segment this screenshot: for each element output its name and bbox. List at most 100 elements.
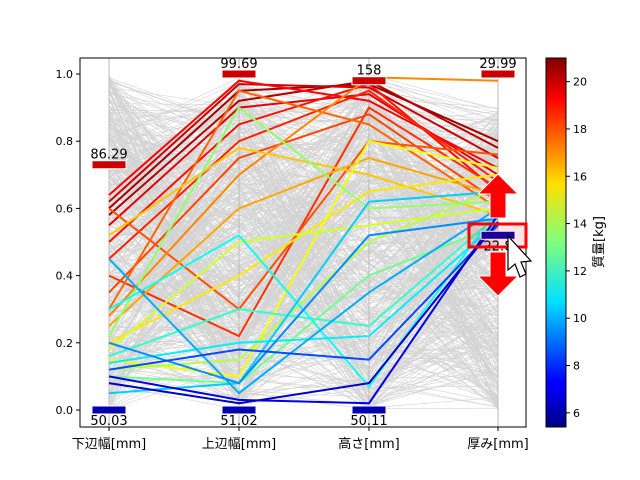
upper-filter-handle[interactable] [221,69,257,79]
lower-filter-handle[interactable] [351,405,387,415]
background-line [108,81,499,352]
colorbar-tick-label: 18 [573,123,587,136]
arrow-down-icon[interactable] [476,251,520,297]
data-line [108,221,499,364]
data-line [108,214,499,405]
background-line [108,255,499,396]
selected-handle-highlight [467,222,528,249]
background-line [108,77,499,327]
upper-filter-handle[interactable] [480,69,516,79]
colorbar-label: 質量[kg] [592,216,607,268]
background-line [108,95,499,377]
upper-filter-value: 29.99 [479,57,516,72]
background-line [108,99,499,383]
x-axis-label: 上辺幅[mm] [202,437,276,452]
background-line [108,78,499,206]
y-tick-label: 0.8 [56,135,74,148]
background-line [108,168,499,398]
data-line [108,207,499,389]
background-line [108,160,499,388]
background-line [108,159,499,331]
background-line [108,291,499,406]
data-line [108,83,499,210]
colorbar-tick-label: 14 [573,218,587,231]
arrow-up-icon[interactable] [476,173,520,219]
lower-filter-value: 51.02 [220,414,257,429]
background-line [108,182,499,409]
background-line [108,154,499,315]
background-line [108,265,499,366]
colorbar-tick-label: 10 [573,312,587,325]
lower-filter-handle[interactable] [480,230,516,240]
y-tick-label: 0.6 [56,202,74,215]
background-line [108,134,499,401]
x-axis-label: 厚み[mm] [467,437,528,452]
colorbar-ticks: 6 8 10 12 14 16 18 20 [566,76,587,420]
y-tick-label: 1.0 [56,68,74,81]
data-line [108,89,499,310]
background-line [108,123,499,315]
data-line [108,146,499,237]
background-line [108,160,499,406]
background-line [108,134,499,411]
background-line [108,74,499,298]
upper-filter-handle[interactable] [91,160,127,170]
background-line [108,373,499,408]
x-axis-label: 高さ[mm] [338,436,399,452]
data-line [108,140,499,311]
lower-filter-value: 50.03 [90,414,127,429]
background-line [108,203,499,407]
colorbar-tick-label: 6 [573,407,580,420]
background-line [108,198,499,381]
background-line [108,110,499,369]
filtered-lines [108,76,499,405]
y-tick-label: 0.0 [56,404,74,417]
data-line [108,140,499,378]
y-tick-label: 0.4 [56,270,74,283]
x-axis-labels: 下辺幅[mm] 上辺幅[mm] 高さ[mm] 厚み[mm] [72,427,529,452]
data-line [108,82,499,243]
background-line [108,188,499,402]
background-line [108,187,499,377]
background-line [108,109,499,284]
background-line [108,88,499,327]
background-line [108,171,499,314]
upper-filter-value: 86.29 [90,148,127,163]
data-line [108,207,499,351]
data-line [108,156,499,327]
background-lines [108,73,499,411]
upper-filter-value: 158 [357,64,382,79]
colorbar-tick-label: 12 [573,265,587,278]
background-line [108,82,499,372]
colorbar [545,57,567,428]
data-line [108,221,499,405]
colorbar-tick-label: 8 [573,360,580,373]
background-line [108,134,499,175]
background-line [108,80,499,131]
background-line [108,158,499,410]
background-line [108,143,499,343]
background-line [108,79,499,343]
background-line [108,134,499,347]
colorbar-tick-label: 20 [573,76,587,89]
x-axis-label: 下辺幅[mm] [72,437,146,452]
data-line [108,187,499,371]
data-line [108,207,499,395]
lower-filter-value: 50.11 [350,414,387,429]
background-line [108,138,499,386]
upper-filter-handle[interactable] [351,76,387,86]
y-tick-label: 0.2 [56,337,74,350]
background-line [108,302,499,409]
data-line [108,224,499,371]
background-line [108,171,499,408]
y-ticks: 0.0 0.2 0.4 0.6 0.8 1.0 [56,68,80,417]
data-line [108,113,499,294]
lower-filter-handle[interactable] [91,405,127,415]
upper-filter-value: 99.69 [220,57,257,72]
background-line [108,116,499,338]
lower-filter-handle[interactable] [221,405,257,415]
background-line [108,91,499,394]
data-line [108,106,499,337]
